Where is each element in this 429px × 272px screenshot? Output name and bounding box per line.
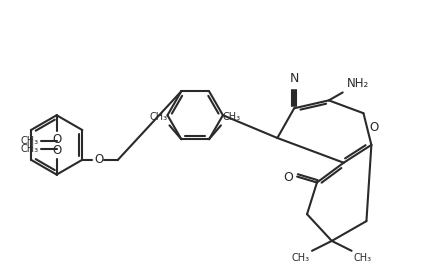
Text: O: O [52,144,61,157]
Text: CH₃: CH₃ [21,144,39,154]
Text: NH₂: NH₂ [347,78,369,91]
Text: O: O [283,171,293,184]
Text: O: O [52,133,61,146]
Text: O: O [369,121,379,134]
Text: CH₃: CH₃ [149,112,167,122]
Text: N: N [290,72,299,85]
Text: CH₃: CH₃ [21,136,39,146]
Text: CH₃: CH₃ [223,112,241,122]
Text: CH₃: CH₃ [353,253,372,263]
Text: O: O [94,153,103,166]
Text: CH₃: CH₃ [292,253,310,263]
